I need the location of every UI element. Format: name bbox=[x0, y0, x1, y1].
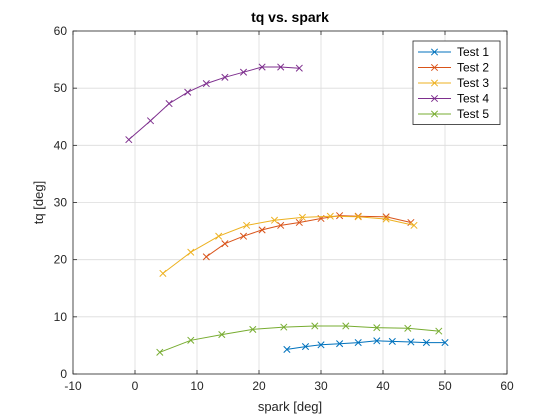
data-point bbox=[270, 216, 279, 224]
series-layer bbox=[125, 63, 449, 356]
legend-item: Test 3 bbox=[418, 76, 489, 90]
y-tick-label: 60 bbox=[54, 24, 68, 38]
legend-label: Test 1 bbox=[457, 45, 489, 59]
y-tick-label: 20 bbox=[54, 253, 68, 267]
data-point bbox=[187, 248, 195, 256]
data-point bbox=[404, 324, 412, 332]
data-point bbox=[258, 226, 266, 234]
legend-item: Test 1 bbox=[418, 45, 489, 59]
x-tick-label: 0 bbox=[132, 379, 139, 393]
data-point bbox=[280, 323, 288, 331]
legend-label: Test 4 bbox=[457, 92, 489, 106]
legend-marker bbox=[430, 63, 439, 72]
legend-marker bbox=[430, 94, 439, 103]
y-axis-label: tq [deg] bbox=[31, 181, 46, 224]
data-point bbox=[336, 340, 344, 348]
data-point bbox=[317, 341, 325, 349]
legend-item: Test 4 bbox=[418, 92, 489, 106]
legend-item: Test 2 bbox=[418, 61, 489, 75]
data-point bbox=[187, 336, 195, 344]
data-point bbox=[202, 80, 210, 88]
data-point bbox=[298, 213, 306, 221]
data-point bbox=[218, 331, 226, 339]
data-point bbox=[125, 136, 133, 144]
data-point bbox=[283, 345, 291, 353]
data-point bbox=[311, 322, 319, 330]
y-tick-label: 0 bbox=[60, 367, 67, 381]
data-point bbox=[159, 269, 167, 277]
x-tick-label: 30 bbox=[314, 379, 328, 393]
data-point bbox=[336, 212, 344, 220]
data-point bbox=[441, 339, 449, 347]
series-line bbox=[159, 325, 439, 353]
data-point bbox=[202, 253, 210, 261]
data-point bbox=[354, 339, 362, 347]
data-point bbox=[407, 338, 415, 346]
series-line bbox=[286, 340, 445, 350]
series-3 bbox=[159, 212, 418, 277]
series-line bbox=[162, 215, 415, 274]
data-point bbox=[277, 221, 285, 229]
data-point bbox=[435, 327, 443, 335]
x-tick-label: 50 bbox=[438, 379, 452, 393]
data-point bbox=[388, 337, 396, 345]
data-point bbox=[422, 339, 430, 347]
x-tick-label: 40 bbox=[376, 379, 390, 393]
y-tick-label: 40 bbox=[54, 138, 68, 152]
series-4 bbox=[125, 63, 303, 144]
legend-marker bbox=[430, 48, 439, 56]
data-point bbox=[243, 221, 251, 229]
data-point bbox=[354, 213, 362, 221]
data-point bbox=[326, 212, 334, 220]
data-point bbox=[295, 218, 303, 227]
data-point bbox=[295, 64, 303, 72]
data-point bbox=[258, 63, 266, 71]
data-point bbox=[165, 100, 173, 108]
x-axis-label: spark [deg] bbox=[258, 399, 322, 414]
series-5 bbox=[156, 322, 443, 356]
legend-label: Test 2 bbox=[457, 61, 489, 75]
data-point bbox=[239, 232, 248, 240]
data-point bbox=[301, 343, 310, 351]
legend-label: Test 5 bbox=[457, 107, 489, 121]
data-point bbox=[342, 322, 350, 330]
legend-marker bbox=[430, 110, 439, 118]
data-point bbox=[215, 232, 223, 240]
data-point bbox=[146, 117, 155, 125]
legend-item: Test 5 bbox=[418, 107, 489, 121]
data-point bbox=[249, 325, 257, 333]
data-point bbox=[410, 221, 418, 229]
x-tick-label: 20 bbox=[252, 379, 266, 393]
y-tick-label: 30 bbox=[54, 196, 68, 210]
series-1 bbox=[283, 337, 449, 353]
x-tick-label: -10 bbox=[64, 379, 82, 393]
data-point bbox=[373, 324, 381, 332]
legend-label: Test 3 bbox=[457, 76, 489, 90]
data-point bbox=[156, 348, 164, 356]
y-tick-label: 50 bbox=[54, 81, 68, 95]
chart-title: tq vs. spark bbox=[251, 9, 329, 25]
data-point bbox=[221, 240, 229, 248]
x-tick-label: 60 bbox=[500, 379, 514, 393]
y-tick-label: 10 bbox=[54, 310, 68, 324]
x-tick-label: 10 bbox=[190, 379, 204, 393]
data-point bbox=[277, 63, 285, 71]
legend-marker bbox=[430, 79, 439, 87]
series-line bbox=[128, 66, 300, 140]
data-point bbox=[184, 88, 192, 96]
data-point bbox=[239, 68, 248, 76]
data-point bbox=[373, 337, 381, 345]
data-point bbox=[221, 73, 229, 81]
data-point bbox=[382, 215, 390, 223]
